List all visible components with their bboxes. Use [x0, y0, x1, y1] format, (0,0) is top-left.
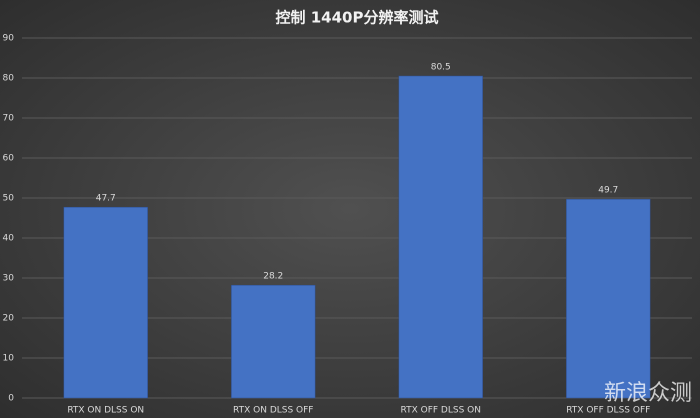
y-tick-label: 20: [3, 314, 15, 324]
data-label: 47.7: [96, 194, 116, 204]
chart-title: 控制 1440P分辨率测试: [276, 9, 439, 27]
y-tick-label: 50: [3, 194, 15, 204]
bar: [63, 206, 148, 399]
data-label: 49.7: [598, 186, 618, 196]
y-tick-label: 10: [3, 354, 15, 364]
x-tick-label: RTX ON DLSS ON: [67, 406, 144, 416]
watermark: 新浪众测: [604, 381, 692, 406]
y-tick-label: 0: [8, 394, 14, 404]
bar: [231, 284, 316, 399]
bar: [398, 75, 483, 399]
x-tick-label: RTX OFF DLSS ON: [401, 406, 481, 416]
x-tick-label: RTX OFF DLSS OFF: [566, 406, 650, 416]
bar: [566, 198, 651, 399]
data-label: 80.5: [431, 63, 451, 73]
y-tick-label: 30: [3, 274, 15, 284]
y-tick-label: 90: [3, 34, 15, 44]
y-tick-label: 40: [3, 234, 15, 244]
data-label: 28.2: [263, 272, 283, 282]
y-tick-label: 80: [3, 74, 15, 84]
y-tick-label: 70: [3, 114, 15, 124]
x-tick-label: RTX ON DLSS OFF: [233, 406, 313, 416]
y-tick-label: 60: [3, 154, 15, 164]
